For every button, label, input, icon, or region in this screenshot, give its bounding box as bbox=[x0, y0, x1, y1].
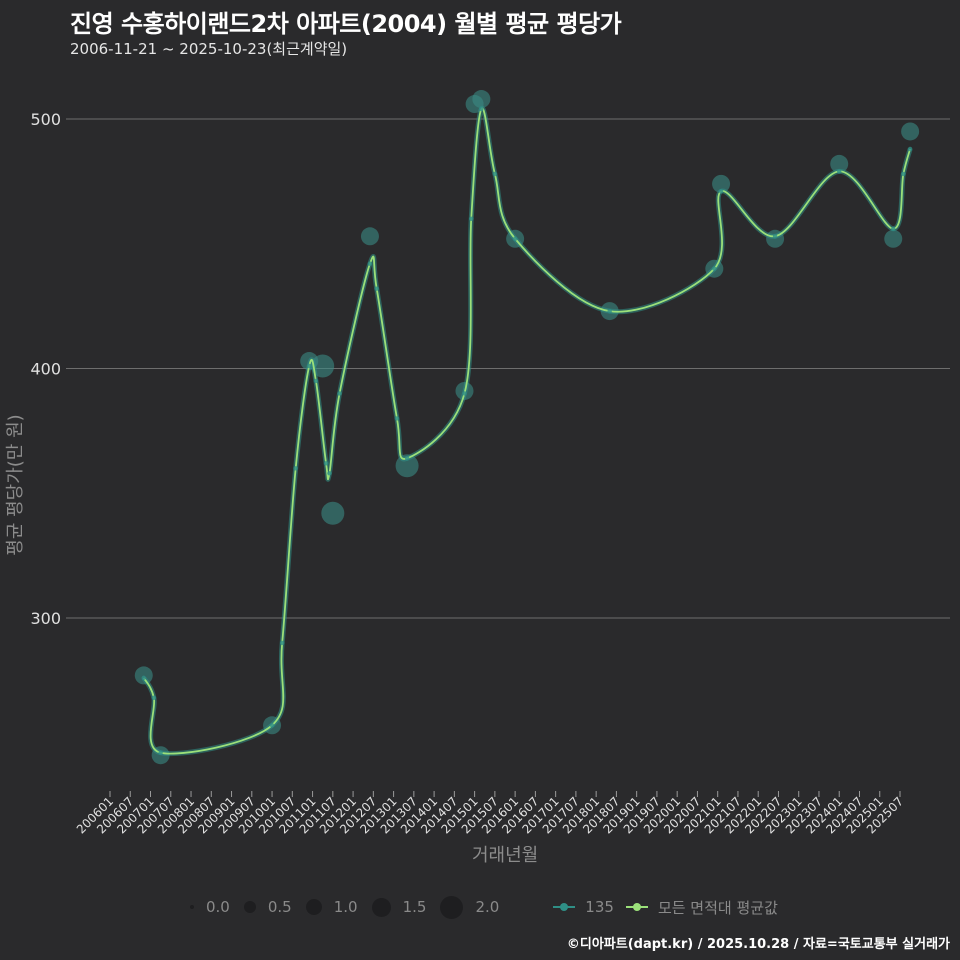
average-marker bbox=[512, 236, 518, 241]
footer-credit: ©디아파트(dapt.kr) / 2025.10.28 / 자료=국토교통부 실… bbox=[566, 937, 950, 952]
data-point-135 bbox=[472, 90, 491, 109]
average-marker bbox=[313, 378, 319, 384]
average-marker bbox=[293, 466, 298, 471]
x-axis-ticks: 2006012006072007012007072008012008072009… bbox=[74, 791, 906, 837]
y-axis-title-wrap: 평균 평당가(만 원) bbox=[2, 414, 26, 555]
average-marker bbox=[492, 171, 498, 177]
data-point-135 bbox=[830, 154, 849, 173]
data-point-135 bbox=[712, 174, 731, 193]
legend-size-item: 2.0 bbox=[440, 895, 500, 919]
average-marker bbox=[712, 266, 717, 271]
chart-title: 진영 수홍하이랜드2차 아파트(2004) 월별 평균 평당가 bbox=[70, 10, 622, 38]
chart-subtitle: 2006-11-21 ~ 2025-10-23(최근계약일) bbox=[70, 40, 348, 58]
average-marker bbox=[151, 695, 157, 701]
series-135-line bbox=[141, 105, 913, 757]
average-marker bbox=[469, 216, 474, 221]
data-point-135 bbox=[901, 122, 920, 141]
legend-size-item: 1.5 bbox=[371, 897, 427, 917]
y-tick-label: 300 bbox=[30, 609, 61, 628]
legend-line-item: 모든 면적대 평균값 bbox=[625, 897, 778, 918]
average-marker bbox=[607, 308, 612, 314]
average-marker bbox=[323, 461, 329, 466]
average-marker bbox=[367, 261, 373, 266]
average-marker bbox=[394, 416, 400, 421]
legend-size-label: 1.0 bbox=[333, 898, 358, 916]
average-marker bbox=[907, 146, 913, 152]
size-circle-icon bbox=[305, 899, 322, 915]
average-marker bbox=[141, 675, 146, 681]
size-circle-icon bbox=[243, 901, 256, 913]
average-marker bbox=[306, 363, 312, 369]
legend-size-label: 0.0 bbox=[206, 898, 230, 916]
average-marker bbox=[158, 750, 163, 755]
average-marker bbox=[374, 286, 379, 291]
y-axis-ticks: 300 400 500 bbox=[30, 110, 70, 628]
size-circle-icon bbox=[440, 895, 464, 919]
average-marker bbox=[772, 234, 778, 239]
average-marker bbox=[327, 471, 332, 476]
data-point-135 bbox=[134, 666, 153, 685]
y-tick-label: 400 bbox=[30, 360, 61, 379]
series-lines bbox=[141, 105, 913, 757]
average-marker bbox=[901, 171, 906, 177]
average-marker bbox=[891, 226, 896, 231]
size-circle-icon bbox=[371, 897, 391, 917]
x-axis-title: 거래년월 bbox=[472, 845, 539, 866]
series-average-line bbox=[142, 107, 911, 755]
legend-line-label: 135 bbox=[585, 898, 614, 916]
legend-line-group: 135 모든 면적대 평균값 bbox=[553, 897, 790, 918]
legend-size-item: 0.0 bbox=[190, 898, 230, 916]
gridlines bbox=[70, 118, 950, 619]
average-marker bbox=[462, 391, 467, 396]
legend-size-item: 0.5 bbox=[243, 898, 292, 916]
y-tick-label: 500 bbox=[30, 110, 61, 129]
legend: 0.0 0.5 1.0 1.5 2.0 135 모든 면적대 평균값 bbox=[190, 893, 790, 921]
average-marker bbox=[479, 106, 484, 112]
average-marker bbox=[718, 189, 724, 194]
series-135-bubbles bbox=[134, 90, 920, 765]
average-marker bbox=[404, 456, 410, 461]
size-circle-icon bbox=[190, 905, 194, 909]
average-marker bbox=[269, 723, 275, 728]
data-point-135 bbox=[884, 229, 903, 248]
legend-size-label: 1.5 bbox=[402, 898, 427, 916]
line-swatch-icon bbox=[553, 901, 576, 913]
average-marker bbox=[337, 391, 342, 396]
line-swatch-icon bbox=[625, 901, 648, 913]
legend-size-label: 2.0 bbox=[475, 898, 500, 916]
average-marker bbox=[837, 169, 842, 174]
data-point-135 bbox=[360, 227, 379, 246]
legend-size-item: 1.0 bbox=[305, 898, 358, 916]
average-marker bbox=[279, 640, 285, 646]
legend-size-label: 0.5 bbox=[267, 898, 292, 916]
y-axis-title: 평균 평당가(만 원) bbox=[5, 414, 26, 556]
legend-line-label: 모든 면적대 평균값 bbox=[657, 898, 778, 917]
legend-line-item: 135 bbox=[553, 898, 614, 916]
legend-size-group: 0.0 0.5 1.0 1.5 2.0 bbox=[190, 895, 513, 919]
data-point-135 bbox=[321, 501, 345, 525]
